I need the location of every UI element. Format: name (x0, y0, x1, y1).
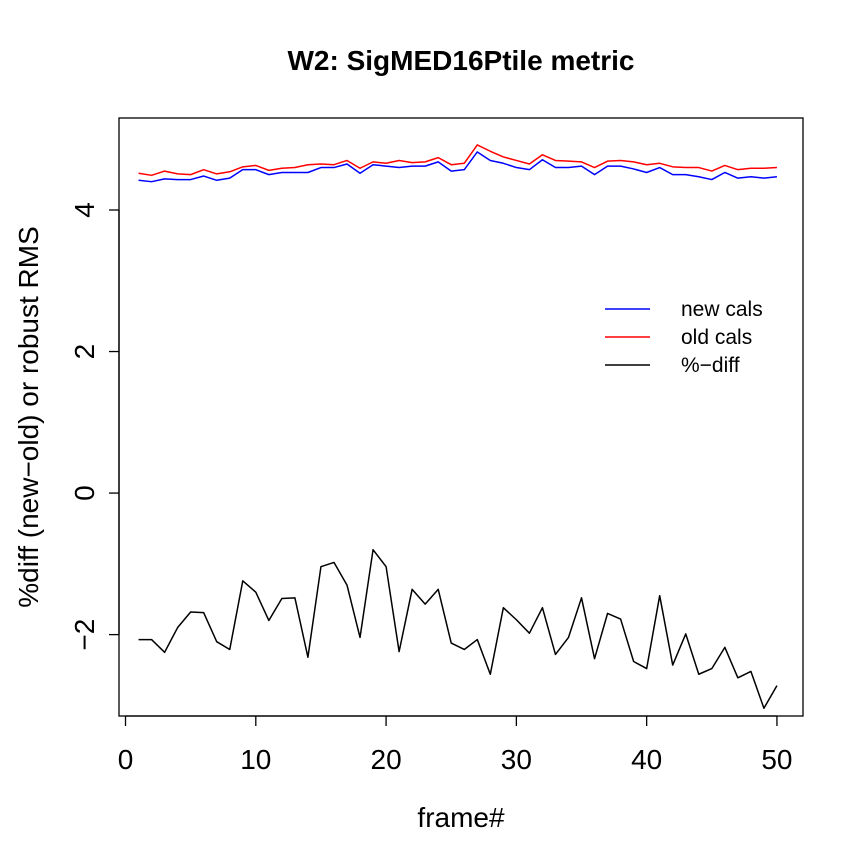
x-tick-label: 30 (501, 744, 532, 775)
x-tick-label: 50 (761, 744, 792, 775)
series-line-1 (138, 144, 777, 177)
plot-frame (118, 117, 804, 717)
chart-title: W2: SigMED16Ptile metric (288, 45, 635, 76)
y-tick-label: 4 (69, 202, 100, 218)
y-tick-label: 0 (69, 485, 100, 501)
x-tick-label: 0 (118, 744, 134, 775)
x-axis-label: frame# (417, 802, 505, 833)
x-tick-label: 40 (631, 744, 662, 775)
y-tick-label: 2 (69, 344, 100, 360)
legend: new cals old cals %−diff (605, 298, 763, 377)
x-tick-label: 20 (371, 744, 402, 775)
series-line-0 (138, 151, 778, 183)
y-tick-label: −2 (69, 619, 100, 651)
y-axis-label: %diff (new−old) or robust RMS (13, 226, 44, 608)
legend-label: %−diff (681, 354, 740, 377)
legend-label: new cals (681, 298, 763, 321)
x-axis: 0 10 20 30 40 50 (118, 715, 793, 775)
series-layer (138, 144, 778, 709)
x-tick-label: 10 (240, 744, 271, 775)
legend-label: old cals (681, 326, 752, 349)
y-axis: −2 0 2 4 (69, 202, 120, 651)
series-line-2 (138, 548, 778, 709)
